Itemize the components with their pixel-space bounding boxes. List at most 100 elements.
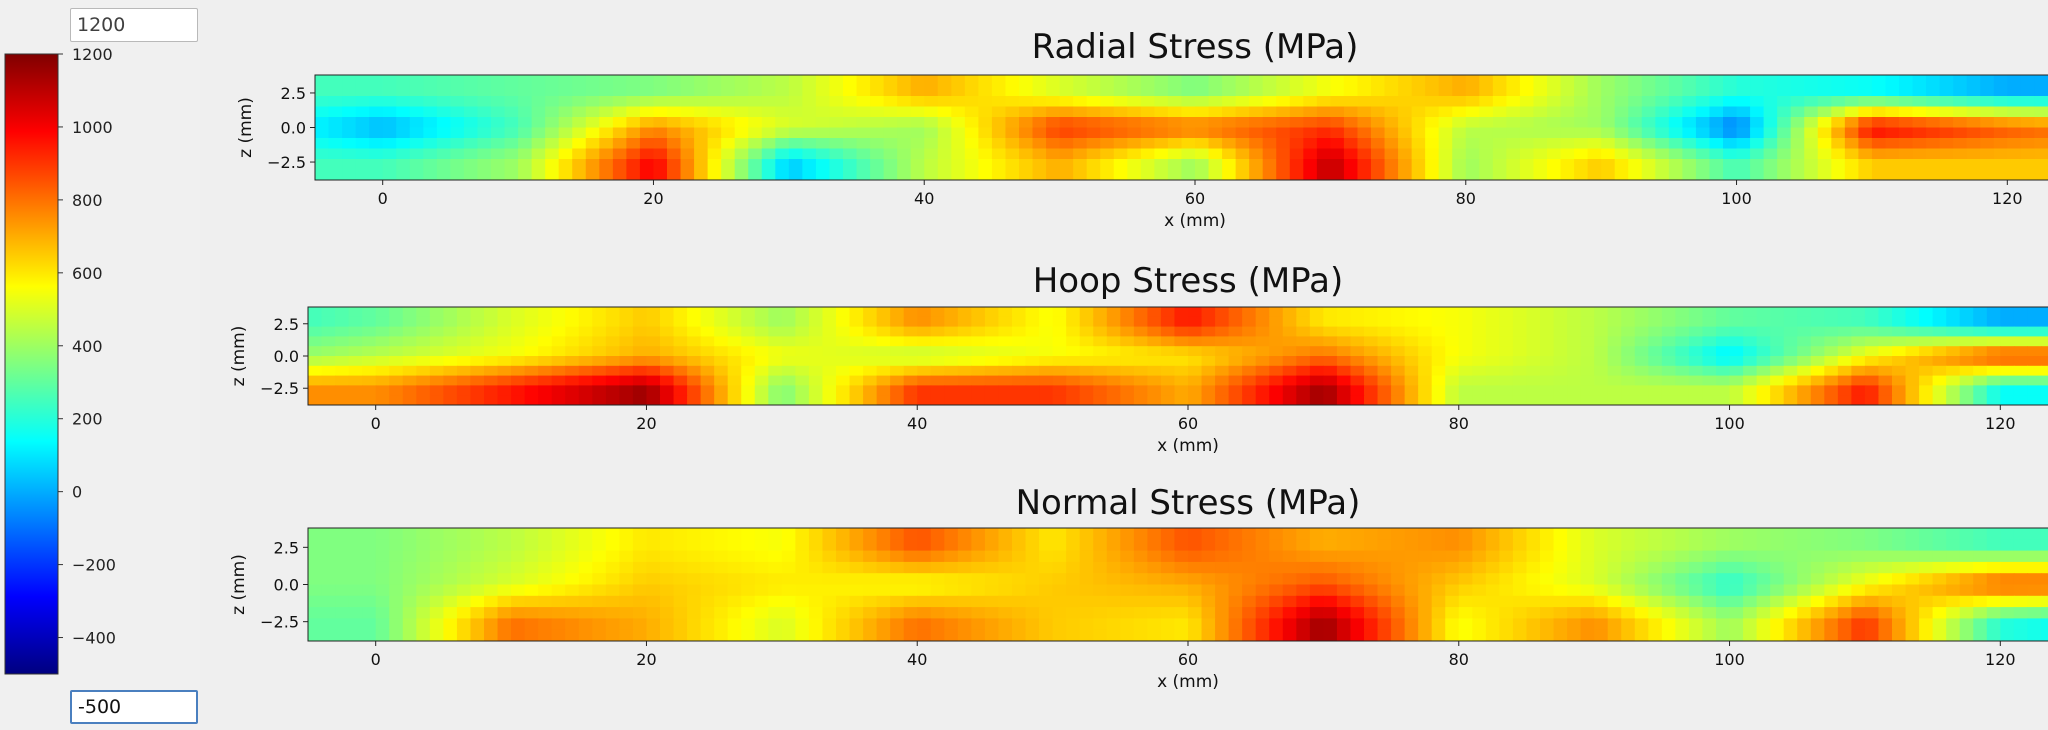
heatmap-cell: [1228, 528, 1243, 540]
heatmap-cell: [1892, 385, 1907, 396]
heatmap-cell: [1540, 336, 1555, 347]
heatmap-cell: [1601, 159, 1616, 171]
colorbar-max-input[interactable]: [70, 8, 198, 42]
heatmap-cell: [1039, 375, 1054, 386]
heatmap-cell: [1235, 127, 1250, 139]
heatmap-cell: [1445, 375, 1460, 386]
heatmap-cell: [1276, 75, 1291, 87]
heatmap-cell: [1621, 539, 1636, 552]
heatmap-cell: [1567, 573, 1582, 586]
heatmap-cell: [1919, 561, 1934, 574]
heatmap-cell: [910, 159, 925, 171]
heatmap-cell: [1810, 375, 1825, 386]
heatmap-cell: [1519, 169, 1535, 180]
heatmap-cell: [1120, 629, 1135, 641]
heatmap-cell: [348, 365, 363, 377]
heatmap-cell: [870, 96, 885, 108]
heatmap-cell: [1465, 75, 1480, 87]
heatmap-cell: [491, 117, 506, 129]
heatmap-cell: [1986, 365, 2001, 377]
heatmap-cell: [1046, 85, 1061, 97]
heatmap-cell: [402, 326, 417, 337]
heatmap-cell: [971, 365, 986, 377]
heatmap-cell: [1350, 336, 1365, 347]
heatmap-cell: [917, 561, 932, 574]
heatmap-cell: [1526, 539, 1541, 552]
heatmap-cell: [2020, 96, 2035, 108]
heatmap-cell: [518, 106, 533, 118]
heatmap-cell: [551, 528, 566, 540]
heatmap-cell: [1079, 584, 1094, 597]
heatmap-cell: [416, 595, 431, 608]
heatmap-cell: [1472, 607, 1487, 619]
heatmap-cell: [1980, 169, 1995, 180]
heatmap-cell: [1675, 561, 1690, 574]
heatmap-cell: [409, 117, 424, 129]
heatmap-cell: [1810, 539, 1825, 552]
heatmap-cell: [375, 539, 390, 552]
heatmap-cell: [1682, 127, 1697, 139]
heatmap-cell: [531, 85, 546, 97]
heatmap-cell: [456, 336, 472, 347]
heatmap-cell: [768, 584, 783, 597]
heatmap-cell: [781, 528, 796, 540]
heatmap-cell: [1431, 607, 1446, 619]
heatmap-cell: [524, 336, 539, 347]
heatmap-cell: [829, 159, 844, 171]
heatmap-cell: [1783, 346, 1798, 357]
heatmap-cell: [741, 307, 756, 318]
heatmap-cell: [328, 127, 343, 139]
heatmap-cell: [1716, 385, 1731, 396]
heatmap-cell: [944, 550, 959, 563]
heatmap-cell: [518, 127, 533, 139]
colorbar-min-input[interactable]: [70, 690, 198, 724]
heatmap-cell: [1628, 138, 1643, 150]
heatmap-cell: [1966, 117, 1981, 129]
heatmap-cell: [890, 375, 905, 386]
heatmap-cell: [1797, 336, 1812, 347]
heatmap-cell: [2027, 629, 2042, 641]
heatmap-cell: [727, 346, 742, 357]
heatmap-cell: [1228, 539, 1243, 552]
heatmap-cell: [849, 336, 864, 347]
heatmap-cell: [707, 138, 722, 150]
heatmap-cell: [1330, 148, 1345, 160]
heatmap-cell: [1391, 573, 1406, 586]
heatmap-cell: [538, 595, 553, 608]
heatmap-cell: [1919, 365, 1934, 377]
heatmap-cell: [1201, 618, 1216, 631]
heatmap-cell: [903, 584, 918, 597]
heatmap-cell: [1580, 629, 1595, 641]
heatmap-cell: [1634, 629, 1649, 641]
heatmap-cell: [1492, 148, 1507, 160]
heatmap-cell: [1485, 629, 1500, 641]
y-axis-label: z (mm): [229, 554, 249, 615]
heatmap-cell: [1797, 307, 1812, 318]
heatmap-cell: [1864, 375, 1880, 386]
heatmap-cell: [741, 618, 756, 631]
heatmap-cell: [1939, 159, 1954, 171]
heatmap-cell: [734, 127, 749, 139]
heatmap-cell: [1276, 85, 1291, 97]
heatmap-cell: [822, 550, 837, 563]
heatmap-cell: [1594, 336, 1609, 347]
heatmap-cell: [1526, 336, 1541, 347]
heatmap-cell: [748, 148, 763, 160]
heatmap-cell: [1201, 395, 1216, 405]
heatmap-cell: [484, 365, 499, 377]
heatmap-cell: [1878, 336, 1893, 347]
heatmap-cell: [734, 138, 749, 150]
heatmap-cell: [795, 385, 810, 396]
heatmap-cell: [687, 629, 702, 641]
heatmap-cell: [1763, 148, 1778, 160]
heatmap-cell: [375, 618, 390, 631]
heatmap-cell: [1330, 159, 1345, 171]
heatmap-cell: [1255, 595, 1270, 608]
heatmap-cell: [1357, 159, 1372, 171]
heatmap-cell: [416, 573, 431, 586]
heatmap-cell: [355, 85, 370, 97]
heatmap-cell: [1526, 375, 1541, 386]
heatmap-cell: [748, 106, 763, 118]
heatmap-cell: [1668, 159, 1683, 171]
heatmap-cell: [944, 595, 959, 608]
